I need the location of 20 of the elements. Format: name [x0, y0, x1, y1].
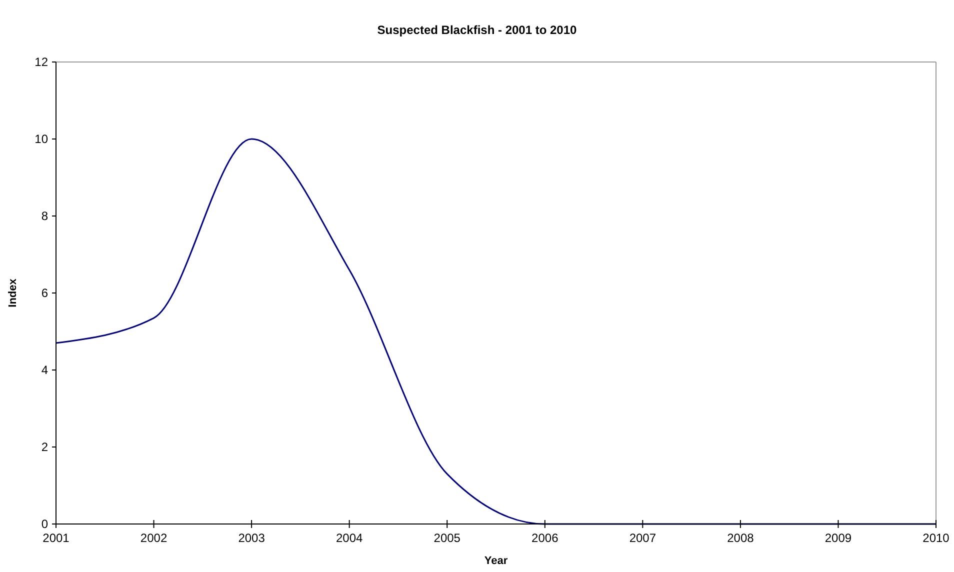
y-tick-label: 12: [34, 55, 48, 70]
y-tick-label: 2: [41, 440, 48, 454]
y-tick-label: 4: [41, 363, 48, 378]
x-tick-label: 2010: [922, 531, 950, 545]
x-axis-title: Year: [484, 555, 508, 567]
y-axis-title: Index: [7, 278, 19, 308]
x-tick-label: 2004: [336, 531, 364, 545]
x-tick-label: 2005: [434, 531, 461, 545]
chart-title: Suspected Blackfish - 2001 to 2010: [377, 23, 578, 37]
x-tick-label: 2003: [238, 531, 266, 545]
x-tick-label: 2008: [727, 531, 754, 545]
y-tick-label: 0: [41, 517, 48, 532]
y-tick-label: 8: [41, 209, 48, 224]
x-tick-label: 2002: [140, 531, 168, 545]
x-tick-label: 2001: [42, 531, 70, 545]
x-tick-label: 2009: [824, 531, 852, 545]
x-tick-label: 2007: [629, 531, 656, 545]
y-tick-label: 6: [41, 286, 48, 300]
y-tick-label: 10: [34, 132, 48, 146]
x-tick-label: 2006: [532, 531, 559, 545]
